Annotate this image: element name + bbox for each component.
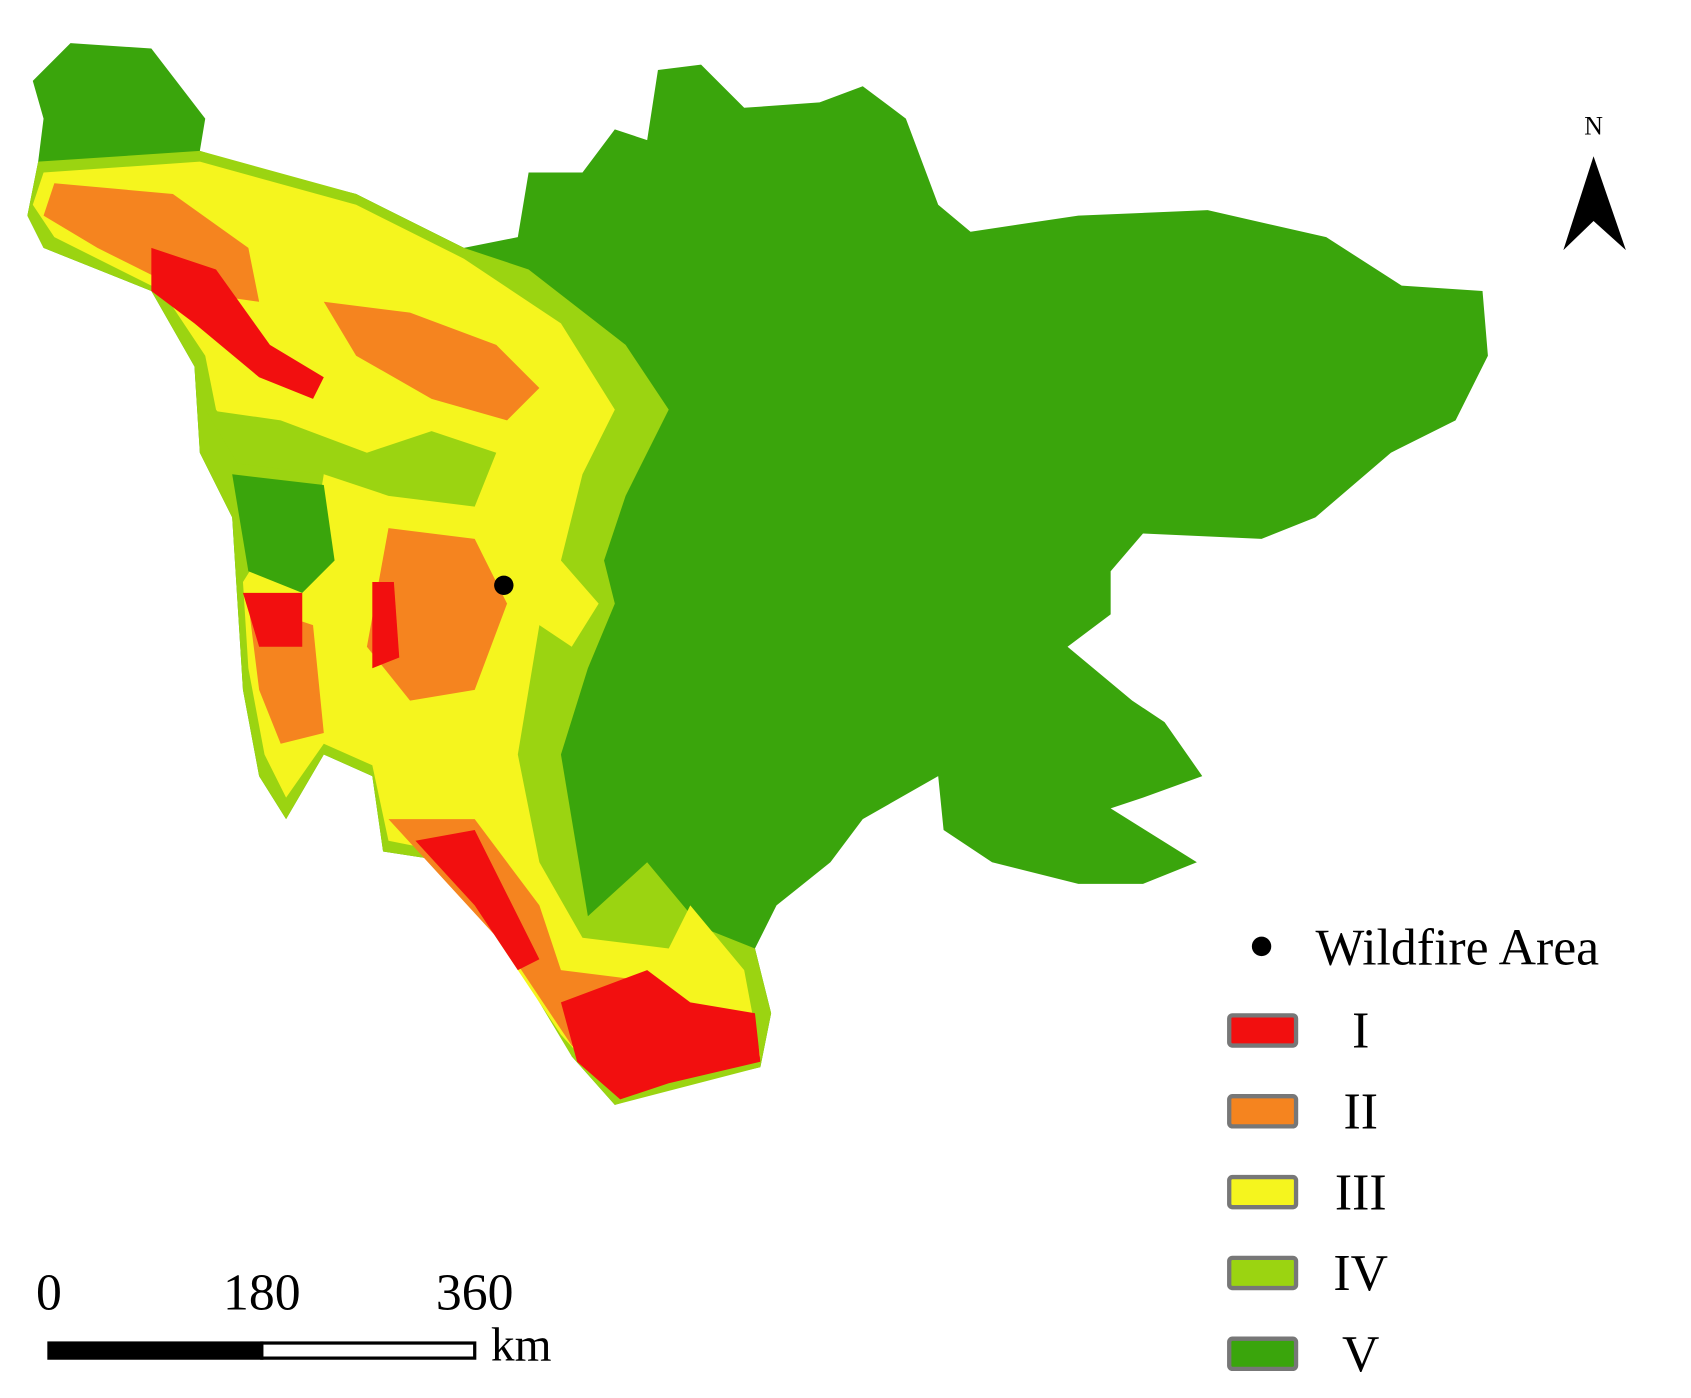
- scale-unit: km: [491, 1319, 552, 1371]
- legend-swatch: [1227, 1174, 1299, 1210]
- legend-label: I: [1352, 1003, 1369, 1060]
- legend-point-label: Wildfire Area: [1315, 920, 1599, 977]
- north-arrow: N: [1563, 112, 1626, 251]
- class-ii-patch: [323, 301, 540, 421]
- class-ii-patch: [366, 528, 508, 701]
- region-map: [27, 43, 1488, 1105]
- class-i-patch: [372, 582, 400, 669]
- class-i-patch: [415, 829, 540, 971]
- class-i-patch: [151, 247, 324, 399]
- legend-swatch: [1227, 1255, 1299, 1291]
- north-arrow-shape: [1563, 156, 1626, 251]
- legend-swatch: [1227, 1094, 1299, 1129]
- scale-segment: [47, 1341, 264, 1360]
- scale-tick-label: 360: [436, 1265, 514, 1322]
- scale-bar: km 0 180 360: [36, 1265, 552, 1372]
- legend-label: II: [1343, 1084, 1377, 1141]
- legend-label: V: [1342, 1326, 1379, 1383]
- class-v-patch: [232, 474, 335, 593]
- class-i-patch: [560, 970, 761, 1100]
- legend-label: III: [1335, 1164, 1387, 1221]
- legend-swatch: [1227, 1336, 1299, 1372]
- scale-tick-label: 0: [36, 1265, 62, 1322]
- legend-label: IV: [1333, 1245, 1388, 1302]
- north-label: N: [1584, 112, 1603, 141]
- class-iv-patch: [205, 409, 497, 507]
- legend-swatch: [1227, 1013, 1299, 1048]
- wildfire-point: [494, 575, 514, 595]
- class-i-patch: [242, 592, 303, 647]
- scale-tick-label: 180: [223, 1265, 301, 1322]
- scale-segment: [260, 1341, 477, 1360]
- wildfire-marker: [1251, 936, 1272, 957]
